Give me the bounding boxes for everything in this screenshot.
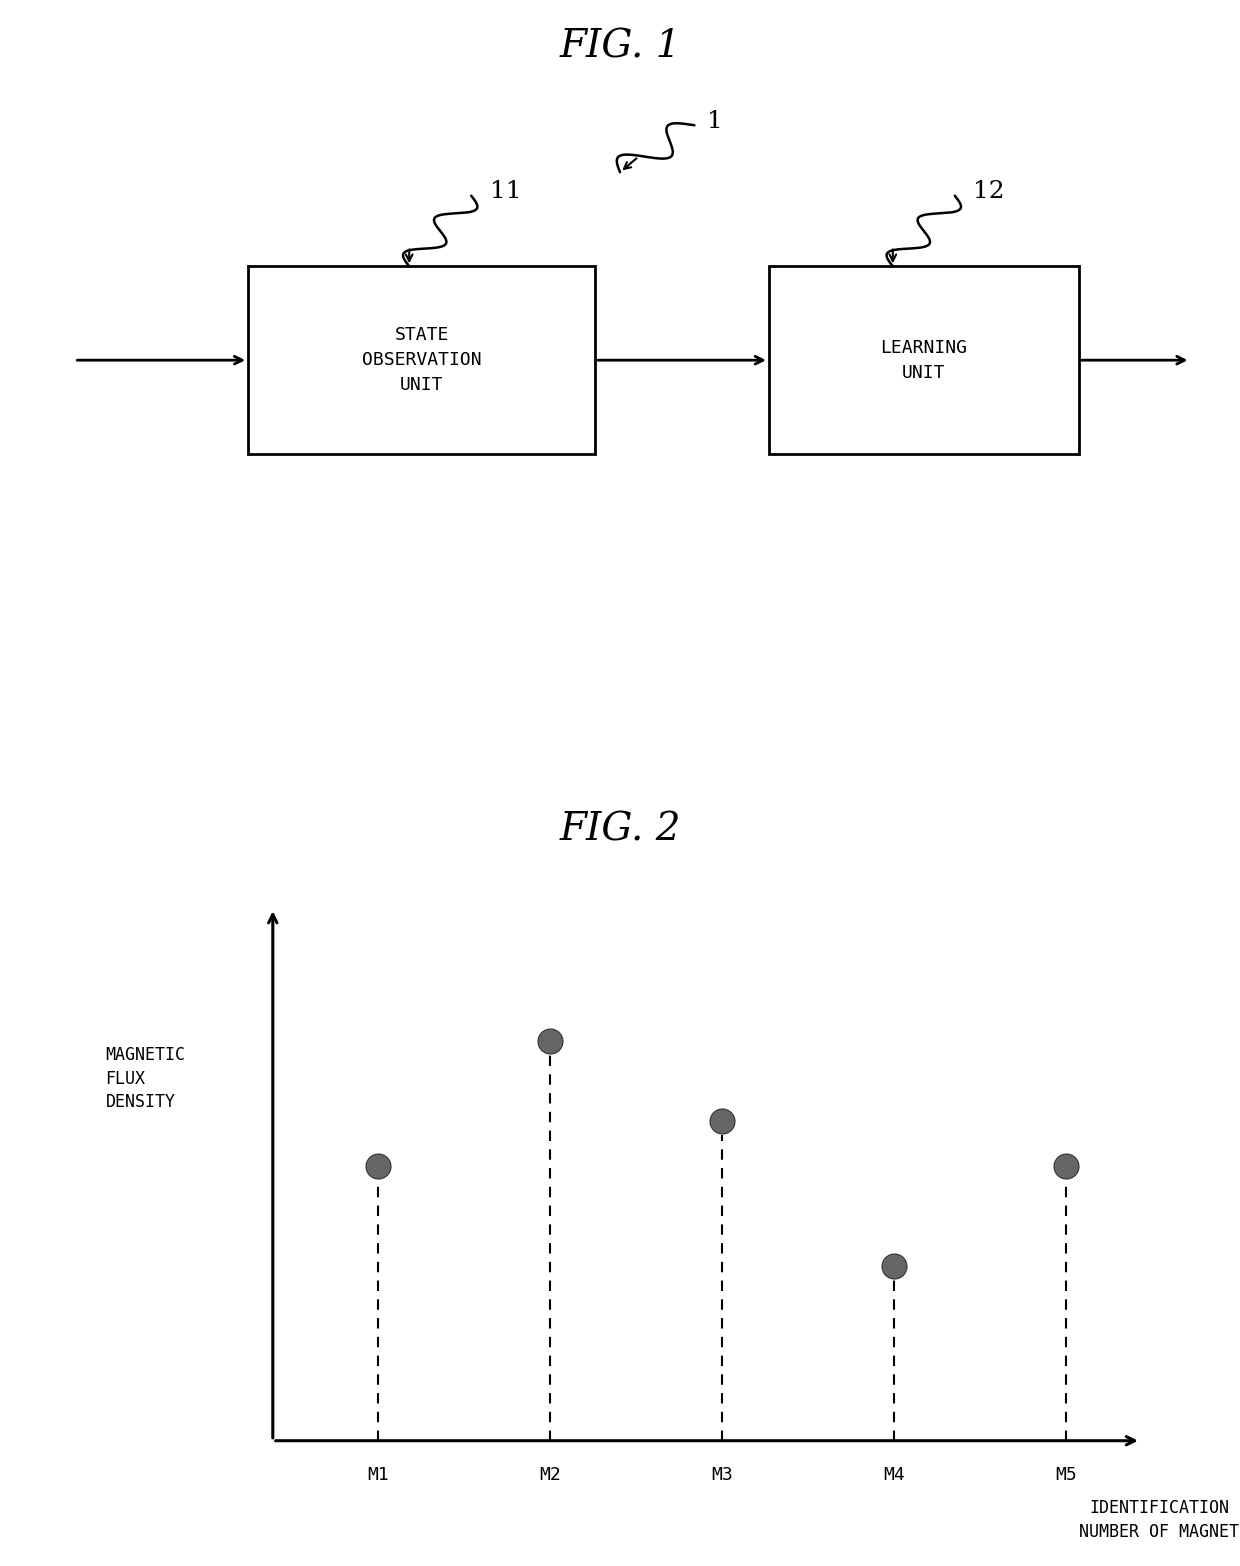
Text: FIG. 2: FIG. 2 bbox=[559, 811, 681, 849]
Text: FIG. 1: FIG. 1 bbox=[559, 28, 681, 66]
Text: M1: M1 bbox=[367, 1466, 389, 1483]
Text: M2: M2 bbox=[539, 1466, 562, 1483]
Text: LEARNING
UNIT: LEARNING UNIT bbox=[880, 338, 967, 382]
Bar bbox=[248, 266, 595, 454]
Text: 11: 11 bbox=[490, 180, 521, 204]
Text: IDENTIFICATION
NUMBER OF MAGNET: IDENTIFICATION NUMBER OF MAGNET bbox=[1079, 1500, 1240, 1541]
Text: 12: 12 bbox=[973, 180, 1006, 204]
Bar bbox=[769, 266, 1079, 454]
Text: MAGNETIC
FLUX
DENSITY: MAGNETIC FLUX DENSITY bbox=[105, 1046, 186, 1112]
Text: M5: M5 bbox=[1055, 1466, 1078, 1483]
Text: M3: M3 bbox=[712, 1466, 733, 1483]
Text: M4: M4 bbox=[883, 1466, 905, 1483]
Text: STATE
OBSERVATION
UNIT: STATE OBSERVATION UNIT bbox=[362, 326, 481, 395]
Text: 1: 1 bbox=[707, 110, 723, 133]
